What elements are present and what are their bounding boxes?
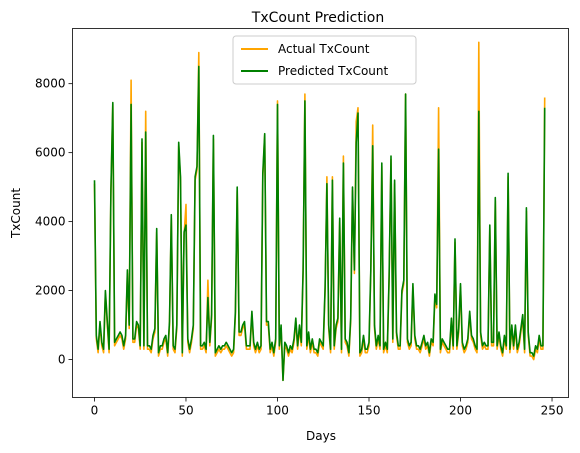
chart-title: TxCount Prediction <box>251 10 384 26</box>
legend-box <box>232 35 417 85</box>
y-tick-label: 6000 <box>35 146 66 160</box>
y-tick-label: 2000 <box>35 284 66 298</box>
y-tick-label: 0 <box>58 353 66 367</box>
legend-label-actual: Actual TxCount <box>278 42 370 56</box>
x-tick-label: 100 <box>266 404 289 418</box>
x-tick-label: 50 <box>178 404 193 418</box>
y-tick-label: 8000 <box>35 77 66 91</box>
x-tick-label: 250 <box>541 404 564 418</box>
series-layer <box>93 41 546 382</box>
x-tick-label: 150 <box>358 404 381 418</box>
legend: Actual TxCount Predicted TxCount <box>232 35 417 85</box>
y-axis: 0 2000 4000 6000 8000 <box>35 77 73 367</box>
y-axis-label: TxCount <box>9 188 23 239</box>
series-line-predicted <box>93 65 546 382</box>
x-tick-label: 0 <box>91 404 99 418</box>
x-axis-label: Days <box>306 429 336 443</box>
legend-label-predicted: Predicted TxCount <box>278 64 389 78</box>
x-tick-label: 200 <box>449 404 472 418</box>
x-axis: 0 50 100 150 200 250 <box>91 397 564 418</box>
y-tick-label: 4000 <box>35 215 66 229</box>
plot-frame <box>72 28 569 398</box>
